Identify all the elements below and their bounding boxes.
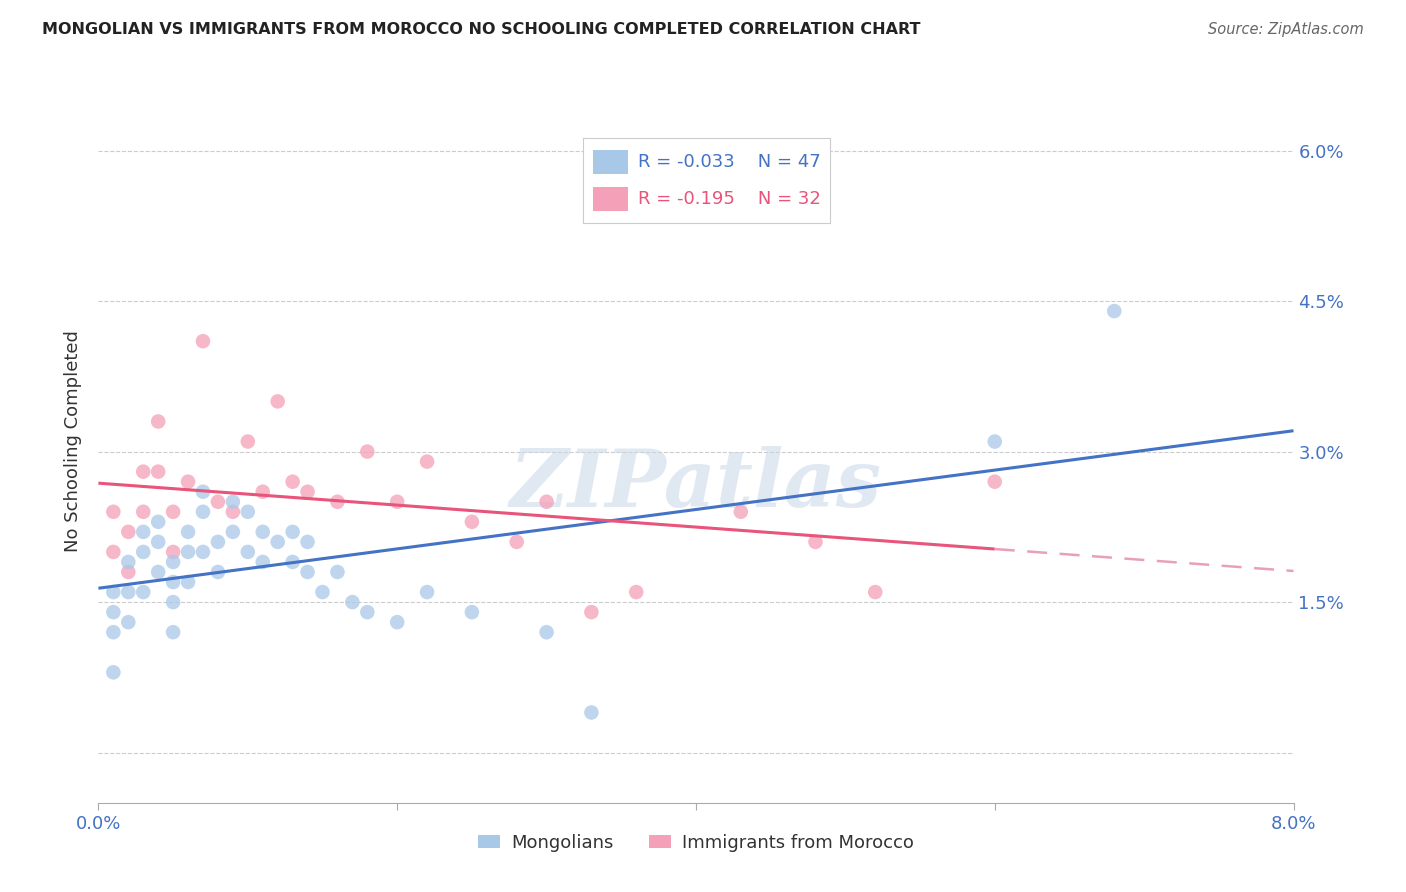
- Point: [356, 605, 378, 619]
- Point: [385, 494, 409, 508]
- Point: [385, 615, 409, 630]
- Point: [236, 434, 259, 449]
- Point: [267, 394, 290, 409]
- Point: [342, 595, 364, 609]
- Point: [148, 565, 170, 579]
- Point: [207, 565, 229, 579]
- Point: [581, 706, 603, 720]
- Point: [191, 334, 214, 349]
- Point: [326, 565, 349, 579]
- Text: R = -0.033    N = 47: R = -0.033 N = 47: [638, 153, 820, 171]
- Bar: [593, 150, 627, 174]
- Text: Source: ZipAtlas.com: Source: ZipAtlas.com: [1208, 22, 1364, 37]
- Point: [117, 615, 139, 630]
- Point: [177, 545, 200, 559]
- Point: [132, 505, 155, 519]
- Point: [132, 545, 155, 559]
- Point: [281, 555, 304, 569]
- Point: [804, 534, 827, 549]
- Point: [326, 494, 349, 508]
- Point: [297, 484, 319, 499]
- Point: [148, 465, 170, 479]
- Point: [117, 585, 139, 599]
- Point: [536, 625, 558, 640]
- Point: [162, 555, 184, 569]
- Point: [207, 494, 229, 508]
- Point: [236, 545, 259, 559]
- Point: [132, 524, 155, 539]
- Point: [162, 575, 184, 590]
- Text: R = -0.195    N = 32: R = -0.195 N = 32: [638, 190, 821, 208]
- Point: [297, 534, 319, 549]
- Point: [191, 545, 214, 559]
- Text: MONGOLIAN VS IMMIGRANTS FROM MOROCCO NO SCHOOLING COMPLETED CORRELATION CHART: MONGOLIAN VS IMMIGRANTS FROM MOROCCO NO …: [42, 22, 921, 37]
- Point: [191, 484, 214, 499]
- Point: [236, 505, 259, 519]
- Point: [117, 555, 139, 569]
- Text: ZIPatlas: ZIPatlas: [510, 446, 882, 524]
- Point: [581, 605, 603, 619]
- Point: [281, 475, 304, 489]
- Point: [103, 665, 125, 680]
- Point: [416, 585, 439, 599]
- Point: [162, 595, 184, 609]
- Legend: Mongolians, Immigrants from Morocco: Mongolians, Immigrants from Morocco: [471, 826, 921, 859]
- Point: [103, 605, 125, 619]
- Point: [103, 625, 125, 640]
- Point: [162, 545, 184, 559]
- Point: [162, 625, 184, 640]
- Point: [536, 494, 558, 508]
- Point: [148, 534, 170, 549]
- Bar: [593, 187, 627, 211]
- Point: [162, 505, 184, 519]
- Point: [416, 455, 439, 469]
- Point: [311, 585, 333, 599]
- Point: [177, 524, 200, 539]
- Point: [103, 585, 125, 599]
- Point: [626, 585, 648, 599]
- Point: [506, 534, 529, 549]
- Point: [865, 585, 887, 599]
- Point: [267, 534, 290, 549]
- Point: [461, 515, 484, 529]
- Point: [356, 444, 378, 458]
- Point: [222, 494, 245, 508]
- Point: [207, 534, 229, 549]
- Point: [730, 505, 752, 519]
- Point: [103, 545, 125, 559]
- Point: [191, 505, 214, 519]
- Point: [252, 484, 274, 499]
- Point: [117, 524, 139, 539]
- Point: [132, 465, 155, 479]
- Point: [103, 505, 125, 519]
- Point: [117, 565, 139, 579]
- Point: [297, 565, 319, 579]
- Point: [148, 515, 170, 529]
- Point: [252, 555, 274, 569]
- Point: [461, 605, 484, 619]
- Point: [148, 414, 170, 429]
- Point: [222, 505, 245, 519]
- Point: [222, 524, 245, 539]
- Point: [177, 475, 200, 489]
- Y-axis label: No Schooling Completed: No Schooling Completed: [65, 331, 83, 552]
- Point: [132, 585, 155, 599]
- Point: [984, 434, 1007, 449]
- Point: [252, 524, 274, 539]
- Point: [281, 524, 304, 539]
- Point: [177, 575, 200, 590]
- Point: [984, 475, 1007, 489]
- Point: [1104, 304, 1126, 318]
